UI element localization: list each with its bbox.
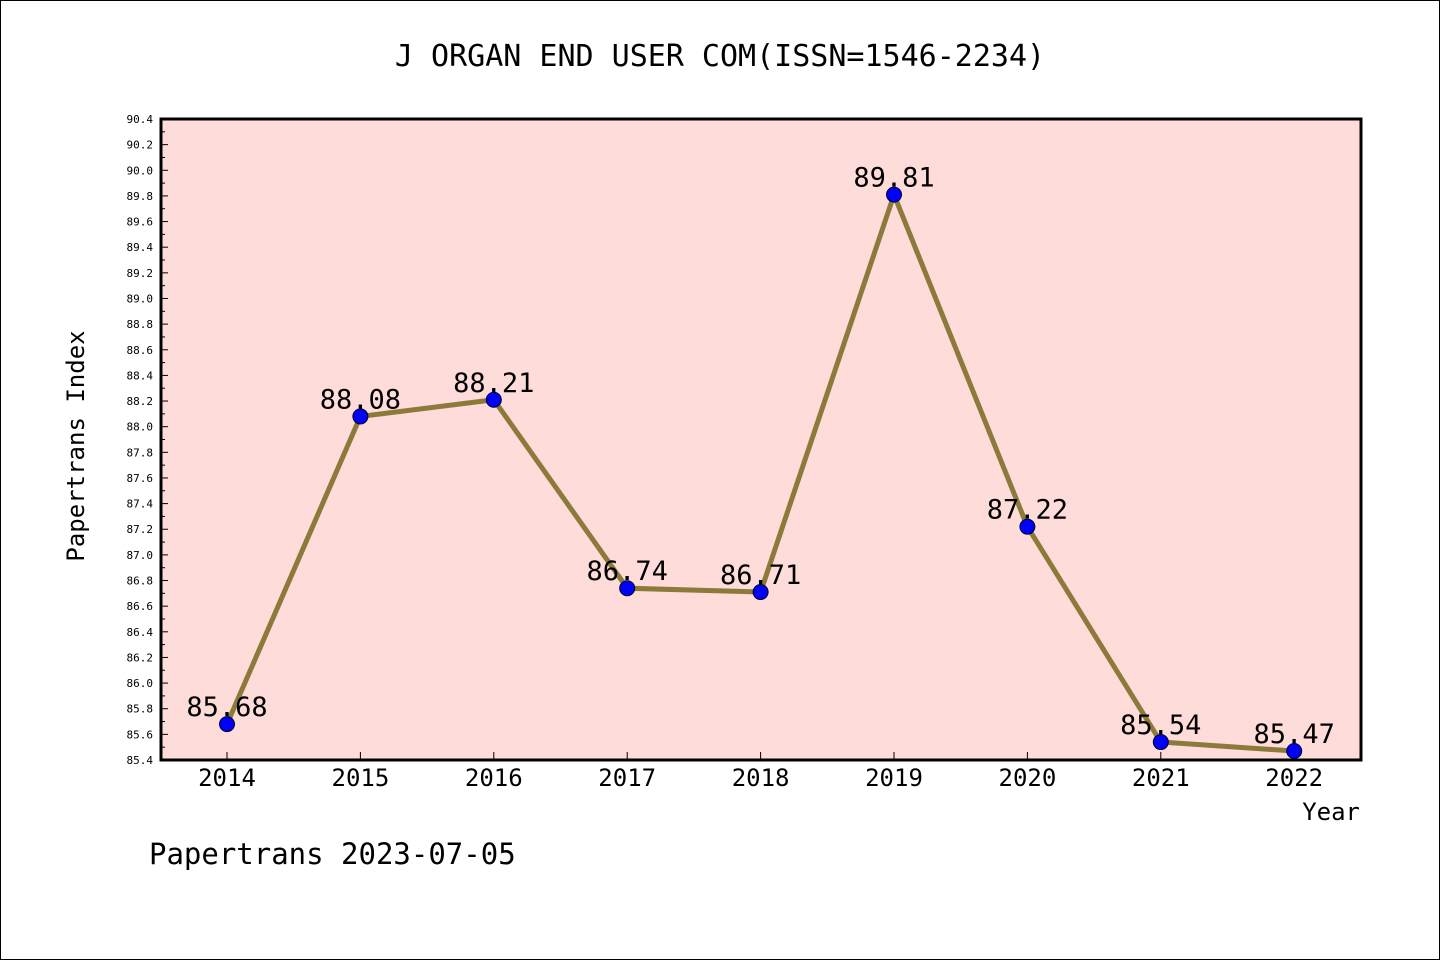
x-tick-label: 2019 (865, 764, 923, 792)
data-point (1152, 734, 1169, 751)
data-point (1019, 518, 1036, 535)
y-tick-label: 89.8 (127, 190, 154, 203)
data-point (485, 391, 502, 408)
data-label: 89.81 (853, 163, 934, 194)
y-tick-label: 89.6 (127, 216, 154, 229)
y-tick-label: 85.6 (127, 728, 154, 741)
y-tick-label: 88.6 (127, 344, 154, 357)
y-tick-label: 85.8 (127, 703, 154, 716)
data-label: 85.54 (1120, 710, 1201, 741)
y-tick-label: 88.4 (127, 369, 154, 382)
y-axis-ticks: 85.4 85.6 85.8 86.0 86.2 86.4 86.6 86.8 87.0 87.2… (127, 113, 168, 767)
footer-credit: Papertrans 2023-07-05 (149, 837, 516, 871)
y-tick-label: 87.8 (127, 446, 154, 459)
y-tick-label: 90.4 (127, 113, 154, 126)
plot-border (159, 117, 1363, 762)
data-label: 86.71 (720, 560, 801, 591)
y-tick-label: 86.8 (127, 575, 154, 588)
x-tick-label: 2015 (332, 764, 390, 792)
y-tick-label: 86.2 (127, 651, 154, 664)
x-tick-label: 2016 (465, 764, 523, 792)
chart-title: J ORGAN END USER COM(ISSN=1546-2234) (395, 39, 1045, 74)
x-tick-label: 2017 (598, 764, 656, 792)
data-label: 85.47 (1254, 719, 1335, 750)
y-tick-label: 86.4 (127, 626, 154, 639)
x-tick-label: 2020 (999, 764, 1057, 792)
data-label: 88.08 (320, 384, 401, 415)
y-axis-label: Papertrans Index (62, 330, 90, 561)
x-tick-label: 2021 (1132, 764, 1190, 792)
y-tick-label: 89.4 (127, 241, 154, 254)
data-label: 88.21 (453, 368, 534, 399)
data-point (219, 716, 235, 733)
data-label: 86.74 (587, 556, 668, 587)
data-point (752, 584, 769, 601)
x-tick-label: 2022 (1265, 764, 1323, 792)
y-tick-label: 89.0 (127, 292, 154, 305)
x-axis-ticks: 2014 2015 2016 2017 2018 2019 2020 2021 2022 (198, 752, 1323, 792)
y-tick-label: 88.2 (127, 395, 154, 408)
y-tick-label: 87.0 (127, 549, 154, 562)
y-tick-label: 86.6 (127, 600, 154, 613)
data-point (886, 186, 902, 203)
y-tick-label: 87.4 (127, 498, 154, 511)
series-layer: 85.68 88.08 88.21 86.74 86.71 89.81 87.22 85.54… (186, 163, 1335, 760)
data-label: 87.22 (987, 495, 1068, 526)
y-tick-label: 88.0 (127, 421, 154, 434)
y-tick-label: 88.8 (127, 318, 154, 331)
x-tick-label: 2018 (732, 764, 790, 792)
x-tick-label: 2014 (198, 764, 256, 792)
y-tick-label: 87.2 (127, 523, 154, 536)
y-tick-label: 90.0 (127, 164, 154, 177)
y-tick-label: 87.6 (127, 472, 154, 485)
data-point (352, 408, 369, 425)
y-tick-label: 85.4 (127, 754, 154, 767)
data-point (619, 580, 636, 597)
y-tick-label: 89.2 (127, 267, 154, 280)
y-tick-label: 90.2 (127, 139, 154, 152)
x-axis-label: Year (1302, 798, 1360, 826)
plot-area (161, 119, 1361, 760)
y-tick-label: 86.0 (127, 677, 154, 690)
data-label: 85.68 (186, 692, 267, 723)
